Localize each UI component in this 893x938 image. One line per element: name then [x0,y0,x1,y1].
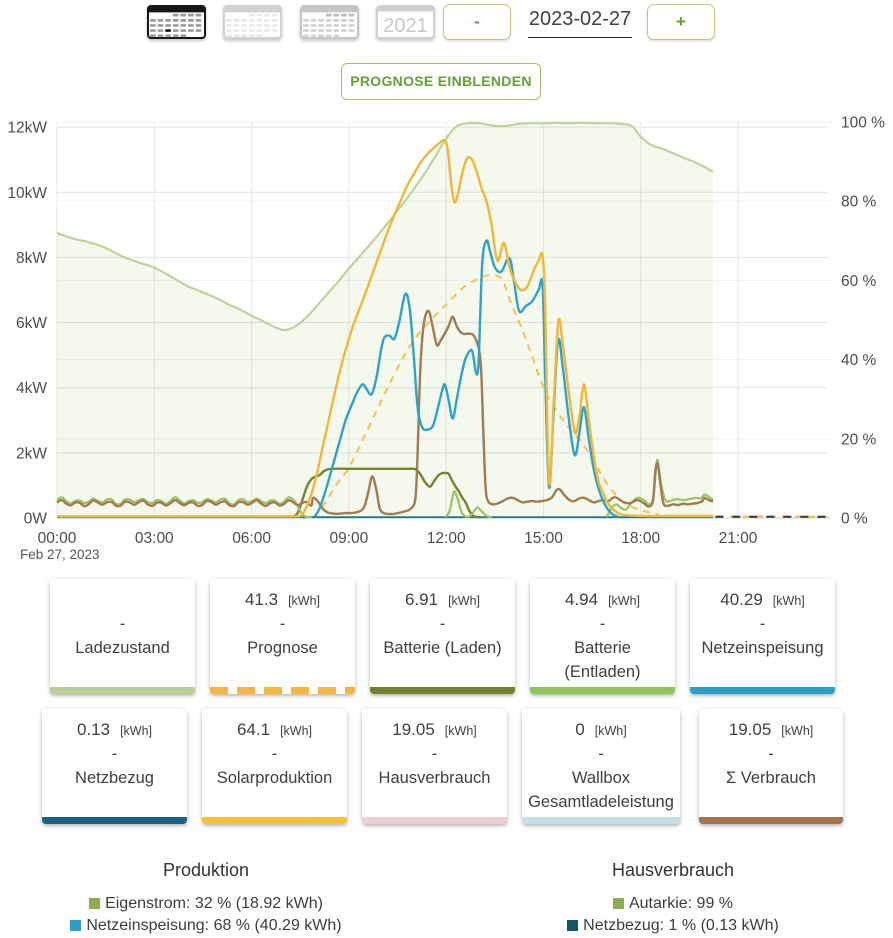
svg-text:21:00: 21:00 [719,530,758,547]
svg-text:Feb 27, 2023: Feb 27, 2023 [20,547,100,562]
svg-text:0 %: 0 % [841,511,868,528]
svg-text:4kW: 4kW [16,380,47,397]
svg-text:15:00: 15:00 [524,530,563,547]
svg-text:06:00: 06:00 [232,530,271,547]
svg-text:8kW: 8kW [16,250,47,267]
svg-text:0W: 0W [24,511,48,528]
svg-text:2021: 2021 [383,15,428,37]
svg-text:12:00: 12:00 [427,530,466,547]
svg-text:60 %: 60 % [841,273,877,290]
svg-text:6kW: 6kW [16,315,47,332]
svg-text:10kW: 10kW [7,185,47,202]
svg-text:100 %: 100 % [841,115,885,132]
svg-text:09:00: 09:00 [330,530,369,547]
svg-text:2kW: 2kW [16,445,47,462]
svg-text:20 %: 20 % [841,431,877,448]
svg-text:00:00: 00:00 [38,530,77,547]
svg-text:03:00: 03:00 [135,530,174,547]
svg-text:12kW: 12kW [7,120,47,137]
svg-text:40 %: 40 % [841,352,877,369]
svg-text:80 %: 80 % [841,194,877,211]
svg-text:18:00: 18:00 [621,530,660,547]
